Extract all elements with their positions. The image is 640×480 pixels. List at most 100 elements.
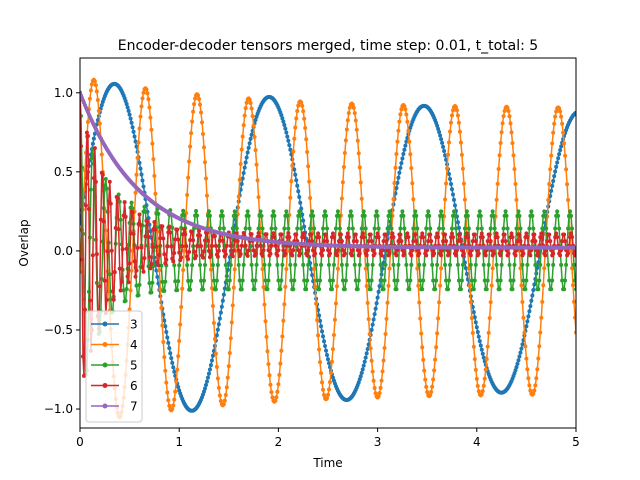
data-point — [249, 232, 254, 237]
data-point — [316, 231, 321, 236]
data-point — [88, 88, 93, 93]
data-point — [440, 213, 445, 218]
legend-marker — [102, 342, 108, 347]
data-point — [410, 181, 415, 186]
data-point — [546, 197, 551, 202]
data-point — [379, 278, 384, 283]
data-point — [498, 253, 503, 258]
data-point — [213, 287, 218, 292]
data-point — [517, 213, 522, 218]
data-point — [379, 253, 384, 258]
data-point — [555, 235, 560, 240]
data-point — [543, 213, 548, 218]
data-point — [335, 266, 340, 271]
data-point — [164, 257, 169, 262]
data-point — [547, 232, 552, 237]
data-point — [224, 278, 229, 283]
data-point — [450, 108, 455, 113]
data-point — [324, 213, 329, 218]
data-point — [516, 209, 521, 214]
data-point — [136, 293, 141, 298]
data-point — [145, 91, 150, 96]
data-point — [228, 243, 233, 248]
legend-item-3: 3 — [91, 318, 138, 332]
data-point — [400, 209, 405, 214]
data-point — [246, 145, 251, 150]
data-point — [458, 287, 463, 292]
data-point — [255, 178, 260, 183]
data-point — [450, 187, 454, 192]
data-point — [275, 253, 280, 258]
data-point — [506, 109, 511, 114]
data-point — [243, 243, 248, 248]
data-point — [372, 312, 377, 317]
data-point — [516, 358, 521, 363]
data-point — [317, 287, 322, 292]
data-point — [455, 113, 460, 118]
data-point — [352, 111, 357, 116]
data-point — [209, 358, 214, 363]
data-point — [529, 298, 534, 303]
data-point — [531, 391, 536, 396]
data-point — [321, 248, 326, 253]
data-point — [107, 272, 112, 277]
data-point — [424, 253, 429, 258]
data-point — [276, 278, 281, 283]
data-point — [239, 243, 244, 248]
data-point — [144, 87, 149, 92]
data-point — [271, 209, 276, 214]
data-point — [573, 315, 576, 320]
data-point — [353, 232, 358, 237]
data-point — [434, 345, 439, 350]
data-point — [464, 231, 469, 236]
data-point — [342, 251, 347, 256]
data-point — [137, 126, 142, 131]
data-point — [188, 144, 193, 149]
data-point — [308, 196, 313, 201]
data-point — [111, 297, 116, 302]
data-point — [274, 395, 279, 400]
data-point — [286, 138, 291, 143]
data-point — [287, 143, 292, 148]
data-point — [348, 209, 353, 214]
data-point — [523, 344, 528, 349]
data-point — [205, 238, 210, 243]
data-point — [330, 347, 335, 352]
data-point — [190, 119, 195, 124]
data-point — [295, 183, 300, 188]
data-point — [455, 262, 460, 267]
data-point — [281, 248, 286, 253]
data-point — [285, 213, 290, 218]
data-point — [405, 119, 410, 124]
data-point — [373, 391, 378, 396]
data-point — [83, 203, 88, 208]
data-point — [245, 209, 250, 214]
data-point — [161, 236, 166, 241]
data-point — [334, 284, 339, 289]
data-point — [292, 136, 297, 141]
data-point — [436, 235, 441, 240]
data-point — [295, 108, 300, 113]
data-point — [394, 287, 399, 292]
data-point — [354, 127, 359, 132]
data-point — [513, 253, 518, 258]
data-point — [475, 226, 480, 231]
data-point — [125, 274, 130, 279]
data-point — [293, 125, 298, 130]
data-point — [346, 235, 351, 240]
data-point — [550, 183, 555, 188]
data-point — [449, 182, 454, 187]
data-point — [455, 220, 460, 225]
data-point — [467, 283, 472, 288]
data-point — [437, 226, 442, 231]
data-point — [104, 186, 109, 191]
data-point — [457, 129, 462, 134]
data-point — [477, 209, 482, 214]
data-point — [370, 262, 375, 267]
data-point — [381, 287, 386, 292]
data-point — [424, 384, 429, 389]
data-point — [87, 96, 92, 101]
data-point — [488, 300, 493, 305]
data-point — [184, 244, 189, 249]
data-point — [126, 280, 131, 285]
